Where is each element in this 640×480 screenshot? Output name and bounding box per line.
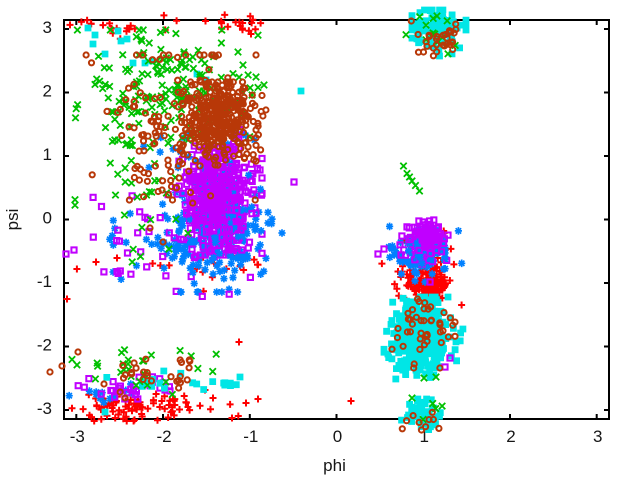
svg-text:-2: -2 <box>156 427 171 446</box>
svg-text:-2: -2 <box>37 336 52 355</box>
svg-text:-1: -1 <box>37 272 52 291</box>
svg-text:3: 3 <box>43 18 52 37</box>
svg-text:3: 3 <box>593 427 602 446</box>
svg-text:0: 0 <box>333 427 342 446</box>
svg-text:-1: -1 <box>243 427 258 446</box>
svg-text:2: 2 <box>506 427 515 446</box>
svg-text:phi: phi <box>323 456 346 475</box>
svg-text:-3: -3 <box>70 427 85 446</box>
svg-text:1: 1 <box>419 427 428 446</box>
svg-text:2: 2 <box>43 82 52 101</box>
svg-text:1: 1 <box>43 145 52 164</box>
svg-text:0: 0 <box>43 209 52 228</box>
svg-text:psi: psi <box>3 209 22 231</box>
svg-text:-3: -3 <box>37 399 52 418</box>
